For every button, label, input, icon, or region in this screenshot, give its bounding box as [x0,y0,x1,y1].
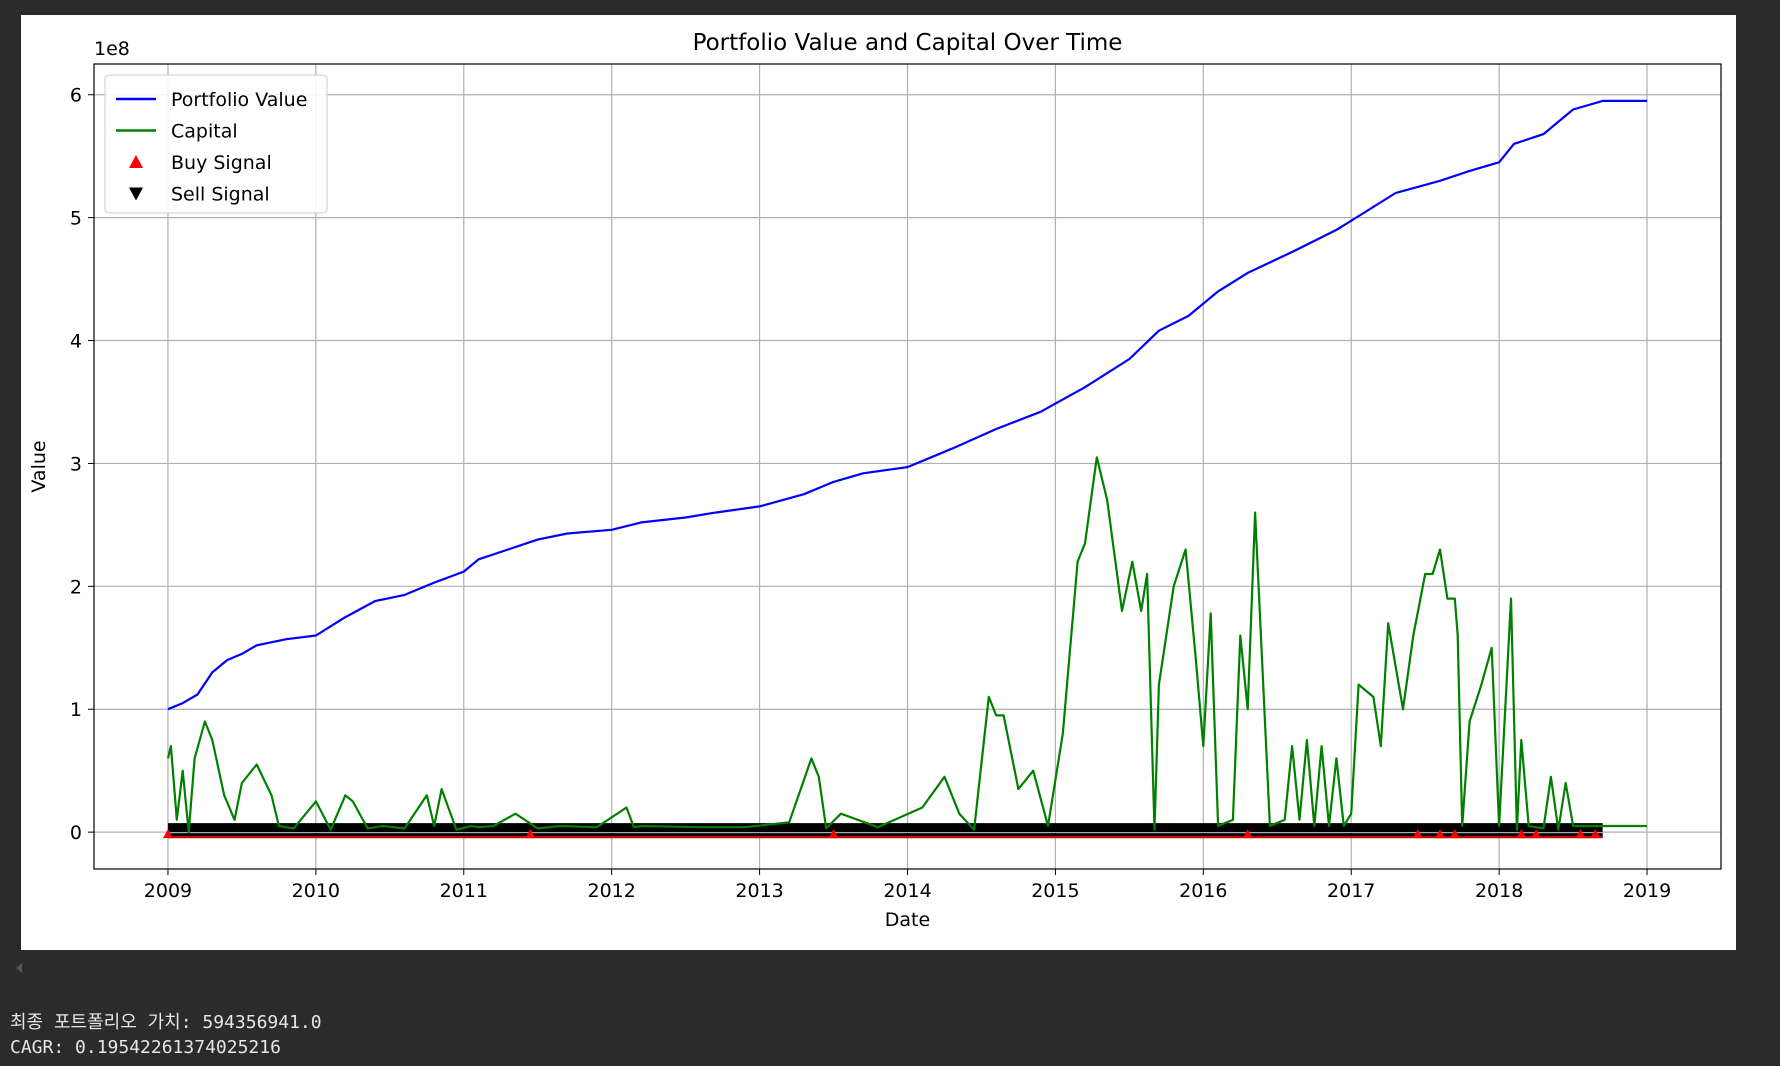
buy-signal-marker [1590,829,1601,839]
x-tick-label: 2013 [735,880,783,902]
legend-label-buy-signal: Buy Signal [171,152,272,174]
y-axis-label: Value [28,440,50,492]
buy-signal-marker [828,829,839,839]
series-line-portfolio-value [167,99,1647,711]
legend-swatch-sell-signal [129,187,143,201]
x-tick-label: 2016 [1179,880,1227,902]
buy-signal-marker [1531,829,1542,839]
x-tick-label: 2009 [144,880,192,902]
x-tick-label: 2017 [1327,880,1375,902]
legend-label-portfolio-value: Portfolio Value [171,89,307,111]
buy-signal-marker [1242,829,1253,839]
sell-signal-markers-lower [167,833,1603,839]
y-tick-label: 2 [70,576,82,598]
y-tick-label: 0 [70,822,82,844]
legend-box [104,74,328,214]
buy-signal-marker [525,829,536,839]
x-tick-label: 2012 [588,880,636,902]
x-tick-label: 2015 [1031,880,1079,902]
x-tick-label: 2019 [1623,880,1671,902]
x-tick-label: 2018 [1475,880,1523,902]
y-offset-label: 1e8 [94,38,130,60]
plot-frame [93,63,1722,870]
output-final-value: 최종 포트폴리오 가치: 594356941.0 [10,1012,322,1033]
y-tick-label: 5 [70,208,82,230]
chart-figure: 2009 2010 2011 2012 2013 2014 2015 2016 2017 2018… [21,15,1736,950]
buy-signal-marker [1412,829,1423,839]
x-tick-label: 2011 [440,880,488,902]
buy-signal-marker [162,829,173,839]
chart-svg: 2009 2010 2011 2012 2013 2014 2015 2016 2017 2018… [28,30,1722,931]
x-axis-label: Date [885,909,930,931]
buy-signal-marker [1516,829,1527,839]
y-tick-label: 1 [70,699,82,721]
x-tick-label: 2014 [883,880,931,902]
sell-signal-markers [167,823,1603,833]
legend-label-sell-signal: Sell Signal [171,184,270,206]
y-tick-label: 4 [70,331,82,353]
buy-signal-marker [1434,829,1445,839]
y-tick-label: 3 [70,453,82,475]
legend-label-capital: Capital [171,121,238,143]
chart-title: Portfolio Value and Capital Over Time [693,30,1123,56]
output-cagr: CAGR: 0.19542261374025216 [10,1037,281,1058]
y-tick-label: 6 [70,85,82,107]
series-line-capital [166,456,1647,834]
legend-swatch-buy-signal [129,155,143,168]
scroll-left-icon[interactable] [16,963,22,973]
buy-signal-marker [1575,829,1586,839]
buy-signal-marker [1449,829,1460,839]
x-tick-label: 2010 [292,880,340,902]
